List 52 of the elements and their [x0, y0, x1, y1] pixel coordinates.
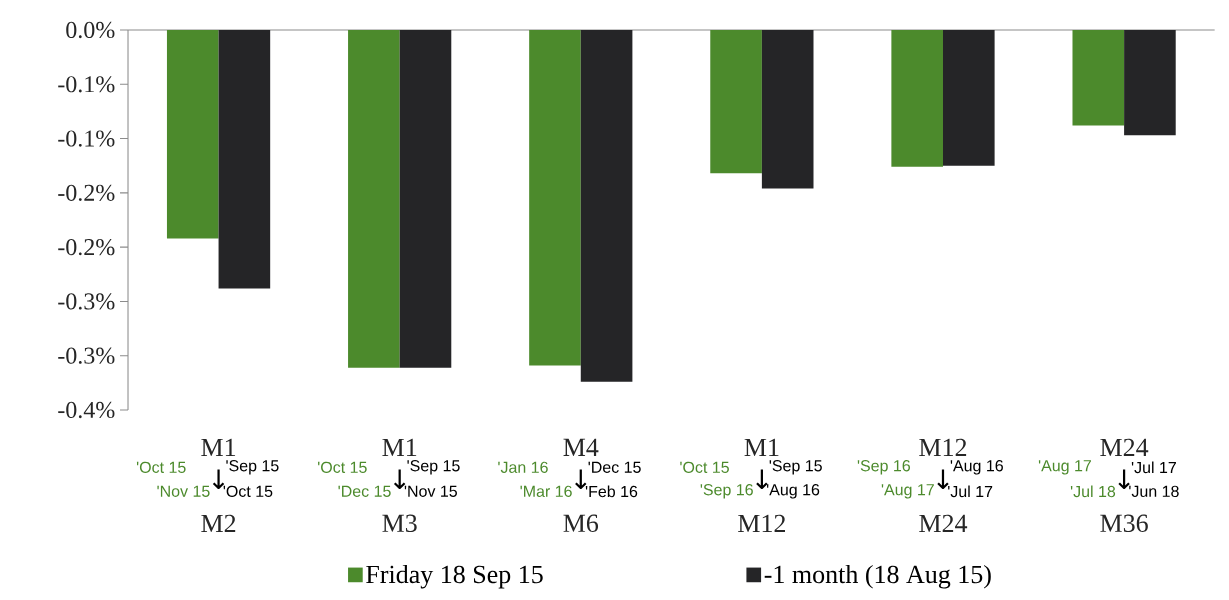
legend-label: Friday 18 Sep 15 [366, 564, 543, 589]
y-tick-label: -0.1% [58, 130, 115, 147]
text: 'Mar 16 [520, 485, 572, 497]
x-tick-label: M1 [201, 438, 236, 456]
text: 'Jul 17 [948, 485, 993, 498]
text: 'Oct 15 [318, 461, 367, 473]
text: 'Jan 16 [498, 461, 548, 473]
legend-label: -1 month (18 Aug 15) [764, 564, 991, 589]
y-tick-label: -0.3% [58, 347, 115, 364]
text: M3 [382, 514, 417, 533]
text: M12 [738, 514, 785, 532]
text: 'Sep 15 [226, 460, 279, 475]
text: M2 [201, 514, 236, 532]
text: 'Aug 16 [766, 484, 820, 499]
text: ↓ [212, 469, 225, 490]
text: M6 [563, 514, 599, 533]
x-tick-label: M12 [919, 438, 967, 456]
text: 'Oct 15 [680, 461, 729, 473]
text: 'Jul 18 [1070, 485, 1116, 498]
text: 'Jun 18 [1129, 485, 1179, 497]
text: 'Sep 15 [769, 460, 822, 475]
text: ↓ [937, 469, 949, 490]
text: ↓ [575, 469, 587, 490]
y-tick-label: 0.0% [66, 21, 115, 39]
x-tick-label: M1 [382, 438, 417, 456]
text: 'Sep 15 [407, 460, 460, 475]
text: M36 [1100, 514, 1148, 533]
text: 'Dec 15 [338, 485, 391, 497]
text: M24 [919, 514, 968, 532]
text: 'Oct 15 [223, 485, 273, 497]
text: 'Sep 16 [857, 460, 911, 475]
y-tick-label: -0.3% [58, 293, 115, 310]
text: 'Nov 15 [157, 485, 210, 497]
text: 'Aug 16 [950, 460, 1003, 475]
y-tick-label: -0.2% [58, 184, 115, 201]
text: 'Jul 17 [1131, 461, 1176, 474]
text: ↓ [756, 469, 768, 490]
text: 'Feb 16 [585, 485, 638, 498]
text: 'Aug 17 [881, 484, 934, 499]
text: 'Dec 15 [588, 461, 641, 473]
text: ↓ [1118, 469, 1130, 490]
text: 'Nov 15 [404, 485, 457, 497]
y-tick-label: -0.1% [58, 76, 115, 93]
text: 'Oct 15 [136, 461, 186, 473]
text: 'Sep 16 [700, 484, 753, 499]
x-tick-label: M24 [1100, 438, 1149, 456]
text: 'Aug 17 [1038, 460, 1092, 475]
y-tick-label: -0.2% [58, 238, 115, 256]
text: ↓ [393, 469, 406, 490]
y-tick-label: -0.4% [58, 401, 115, 419]
x-tick-label: M1 [744, 438, 779, 456]
x-tick-label: M4 [563, 438, 599, 456]
